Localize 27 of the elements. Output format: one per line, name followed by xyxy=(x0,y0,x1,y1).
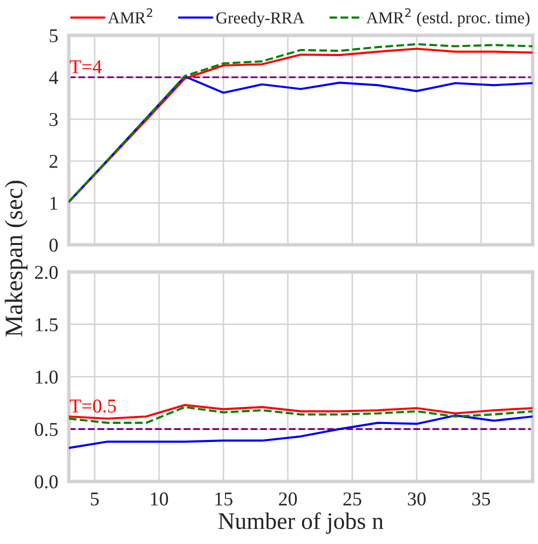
x-axis-title: Number of jobs n xyxy=(218,512,384,534)
y-tick-label: 2 xyxy=(50,154,58,168)
y-tick-label: 0.0 xyxy=(34,475,58,488)
y-tick-label: 1.0 xyxy=(36,370,58,384)
x-tick-label: 15 xyxy=(215,492,232,506)
y-tick-label: 0.5 xyxy=(34,422,58,436)
line-series xyxy=(68,414,533,449)
x-tick-label: 30 xyxy=(408,492,426,506)
y-tick-label: 4 xyxy=(49,71,58,84)
x-tick-label: 5 xyxy=(90,492,99,506)
y-axis-title: Makespan (sec) xyxy=(4,180,28,336)
y-tick-label: 1.5 xyxy=(36,318,58,332)
y-tick-label: 3 xyxy=(50,113,58,126)
x-tick-label: 25 xyxy=(343,492,362,506)
x-tick-label: 20 xyxy=(278,492,297,506)
legend-label: Greedy-RRA xyxy=(216,12,304,27)
y-tick-label: 2.0 xyxy=(34,266,58,280)
x-tick-label: 10 xyxy=(151,492,168,506)
y-tick-label: 0 xyxy=(49,238,58,252)
y-tick-label: 1 xyxy=(50,196,58,210)
line-series xyxy=(68,75,533,203)
ref-line-label: T=4 xyxy=(70,60,102,74)
legend-label: AMR$^{2}$ xyxy=(108,8,152,24)
ref-line-label: T=0.5 xyxy=(70,399,116,413)
y-tick-label: 5 xyxy=(50,29,58,42)
legend-label: AMR$^{2}$ (estd. proc. time) xyxy=(366,8,530,27)
x-tick-label: 35 xyxy=(472,492,490,506)
